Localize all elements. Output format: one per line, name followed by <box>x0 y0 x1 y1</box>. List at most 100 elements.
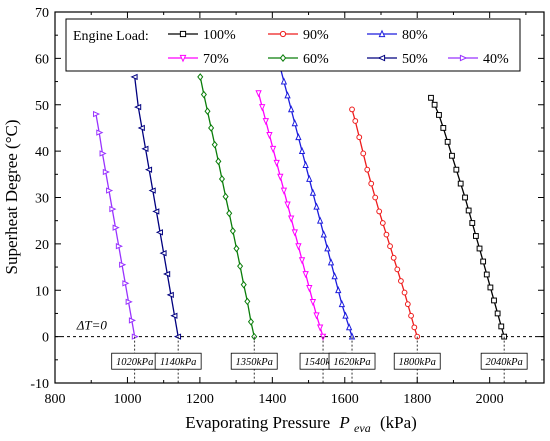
legend-label: 100% <box>203 28 236 43</box>
marker-triangle <box>291 119 298 127</box>
marker-circle <box>372 194 379 201</box>
marker-triangle-right <box>115 243 123 250</box>
annotation-box <box>393 352 441 370</box>
y-tick-label: 30 <box>35 192 49 207</box>
legend-items: 100% 90% 80% 70% 60% 50% 40% <box>168 28 509 67</box>
marker-circle <box>360 150 367 157</box>
marker-triangle <box>331 272 338 280</box>
marker-triangle <box>348 332 356 340</box>
annotation-box <box>154 352 202 370</box>
marker-triangle <box>302 160 309 168</box>
marker-triangle <box>342 311 349 319</box>
marker-triangle <box>298 146 306 155</box>
marker-triangle-right <box>112 224 120 231</box>
marker-diamond <box>197 73 204 81</box>
x-axis-label-unit: (kPa) <box>380 413 417 432</box>
x-axis-label-var: P <box>338 413 349 432</box>
marker-diamond <box>226 209 233 218</box>
legend-item-100%: 100% <box>168 28 236 43</box>
marker-square <box>431 101 438 108</box>
series-40% <box>93 110 139 340</box>
marker-triangle <box>338 299 346 308</box>
marker-triangle-down <box>287 215 295 223</box>
marker-triangle-down <box>309 298 317 307</box>
marker-triangle-down <box>306 285 313 293</box>
marker-circle <box>404 301 411 308</box>
marker-triangle <box>378 29 386 38</box>
series-line <box>134 76 179 337</box>
marker-triangle-left <box>155 229 163 236</box>
marker-diamond <box>247 317 255 326</box>
marker-square <box>465 207 472 214</box>
marker-triangle-left <box>159 249 167 257</box>
marker-square <box>498 323 505 330</box>
marker-diamond <box>222 192 229 201</box>
x-tick-label: 2000 <box>476 392 504 407</box>
legend-item-80%: 80% <box>367 28 428 43</box>
marker-circle <box>349 106 355 113</box>
legend-item-60%: 60% <box>268 52 329 67</box>
y-tick-label: 70 <box>35 6 49 21</box>
marker-circle <box>398 278 404 284</box>
marker-triangle-right <box>459 54 468 62</box>
marker-triangle-left <box>377 54 386 62</box>
marker-diamond <box>229 227 236 235</box>
marker-triangle-right <box>99 150 107 157</box>
legend-box <box>65 18 521 72</box>
marker-diamond <box>233 244 240 253</box>
series-line <box>199 76 255 337</box>
marker-triangle <box>309 188 317 196</box>
marker-triangle-down <box>259 104 266 112</box>
marker-triangle-down <box>313 312 320 320</box>
x-axis-label: Evaporating Pressure P eva (kPa) <box>185 413 417 436</box>
marker-square <box>494 310 501 317</box>
legend-label: 70% <box>203 52 229 67</box>
annotation-box <box>230 352 278 370</box>
y-tick-label: 10 <box>35 284 49 299</box>
legend-label: 80% <box>402 28 428 43</box>
marker-diamond <box>211 140 218 149</box>
marker-square <box>483 271 490 278</box>
marker-triangle <box>284 91 291 99</box>
marker-square <box>179 30 187 38</box>
x-tick-label: 1600 <box>331 392 359 407</box>
marker-triangle <box>345 323 353 331</box>
marker-triangle-right <box>128 317 137 324</box>
x-tick-label: 1800 <box>403 392 431 407</box>
x-tick-label: 1000 <box>113 392 141 407</box>
legend-title: Engine Load: <box>73 29 149 44</box>
marker-square <box>436 112 442 118</box>
legend-item-50%: 50% <box>367 52 428 67</box>
legend-label: 40% <box>483 52 509 67</box>
annotation-label: 1020kPa <box>116 357 153 368</box>
marker-square <box>457 180 464 187</box>
marker-diamond <box>279 54 287 62</box>
marker-triangle <box>316 216 324 224</box>
marker-triangle <box>324 244 331 252</box>
legend-item-70%: 70% <box>168 52 229 67</box>
pressure-annotation: 2040kPa <box>480 336 528 383</box>
legend-label: 60% <box>303 52 329 67</box>
annotation-label: 1350kPa <box>236 357 273 368</box>
marker-circle <box>368 180 375 187</box>
marker-triangle-right <box>122 280 130 287</box>
legend: Engine Load: 100% 90% 80% 70% 60% 50% 40% <box>65 18 521 72</box>
marker-triangle-left <box>170 312 178 319</box>
marker-triangle-down <box>266 131 273 140</box>
marker-triangle-down <box>298 257 306 265</box>
marker-square <box>473 233 479 239</box>
marker-circle <box>364 166 371 173</box>
marker-triangle-down <box>284 201 291 209</box>
marker-circle <box>394 266 401 273</box>
marker-diamond <box>240 280 247 289</box>
marker-diamond <box>244 297 251 306</box>
annotation-box <box>328 352 376 370</box>
x-axis-label-text: Evaporating Pressure <box>185 413 330 432</box>
marker-square <box>449 152 455 159</box>
series-100% <box>428 94 508 340</box>
marker-triangle-down <box>255 90 262 98</box>
marker-triangle-left <box>130 73 138 81</box>
pressure-annotation: 1140kPa <box>154 336 202 383</box>
